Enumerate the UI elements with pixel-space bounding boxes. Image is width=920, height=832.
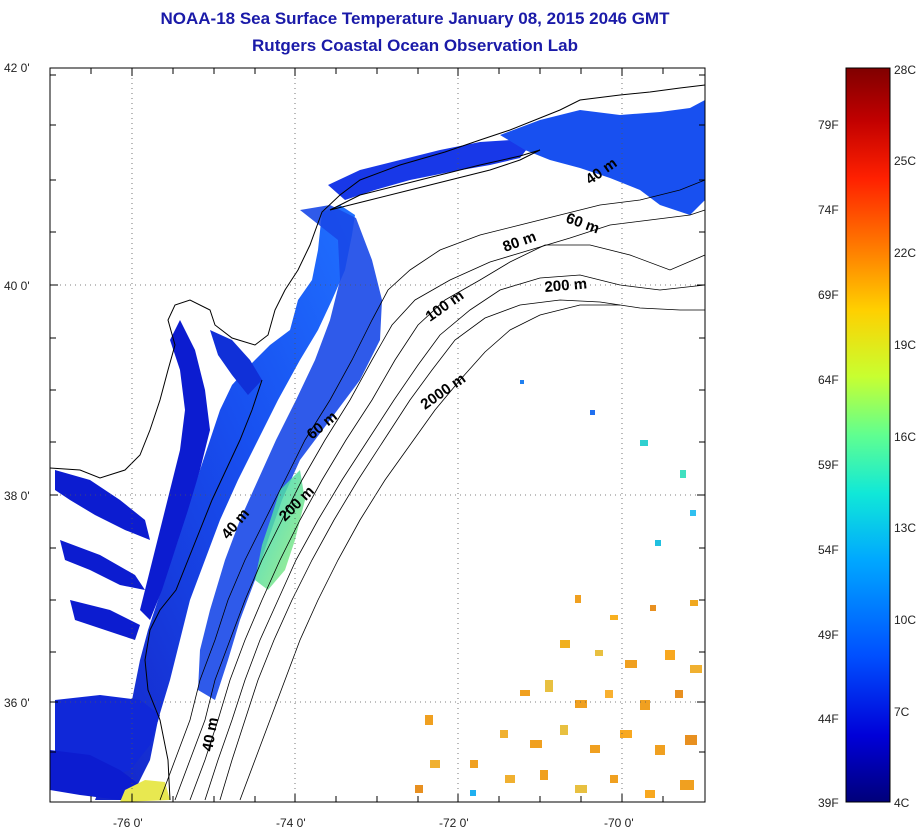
fahrenheit-label: 39F	[818, 796, 839, 810]
fahrenheit-label: 69F	[818, 288, 839, 302]
fahrenheit-label: 49F	[818, 628, 839, 642]
lon-label: -76 0'	[113, 816, 143, 830]
axis-ticks	[50, 68, 705, 802]
celsius-label: 16C	[894, 430, 916, 444]
fahrenheit-labels: 79F 74F 69F 64F 59F 54F 49F 44F 39F	[818, 118, 839, 810]
long-island-outline	[329, 149, 541, 211]
map-subtitle: Rutgers Coastal Ocean Observation Lab	[252, 36, 578, 55]
delaware-bay	[210, 330, 262, 395]
sst-map: 40 m 60 m 80 m 200 m 100 m 2000 m 60 m 2…	[4, 61, 706, 830]
virginia-rivers	[55, 470, 150, 640]
contour-2000m	[239, 304, 620, 801]
lat-label: 42 0'	[4, 61, 30, 75]
fahrenheit-label: 64F	[818, 373, 839, 387]
celsius-label: 28C	[894, 63, 916, 77]
celsius-label: 10C	[894, 613, 916, 627]
contour-label: 60 m	[564, 210, 602, 238]
cape-cod-water	[500, 100, 705, 215]
celsius-label: 19C	[894, 338, 916, 352]
contour-label: 2000 m	[418, 370, 469, 413]
lat-label: 40 0'	[4, 279, 30, 293]
fahrenheit-label: 79F	[818, 118, 839, 132]
celsius-label: 25C	[894, 154, 916, 168]
lat-label: 36 0'	[4, 696, 30, 710]
delmarva-coast	[144, 379, 263, 801]
contour-40m	[159, 179, 706, 801]
shelf-water-band	[198, 205, 382, 700]
fahrenheit-label: 59F	[818, 458, 839, 472]
long-island-sound-water	[328, 140, 530, 200]
cold-shelf-water	[95, 205, 355, 800]
graticule	[50, 68, 705, 802]
bathymetry-contours	[159, 179, 706, 801]
contour-label: 100 m	[423, 287, 468, 325]
celsius-label: 13C	[894, 521, 916, 535]
contour-100m	[204, 274, 706, 801]
fahrenheit-label: 54F	[818, 543, 839, 557]
coastline	[49, 84, 706, 479]
map-title: NOAA-18 Sea Surface Temperature January …	[160, 9, 670, 28]
lon-label: -74 0'	[276, 816, 306, 830]
celsius-label: 4C	[894, 796, 910, 810]
contour-80m	[189, 244, 706, 801]
lon-label: -70 0'	[604, 816, 634, 830]
lon-label: -72 0'	[439, 816, 469, 830]
contour-label: 80 m	[501, 228, 539, 256]
contour-60m	[174, 209, 706, 801]
colorbar-gradient	[845, 67, 891, 803]
fahrenheit-label: 74F	[818, 203, 839, 217]
gulf-stream-warm-patches	[415, 380, 702, 798]
contour-label: 200 m	[544, 275, 588, 296]
fahrenheit-label: 44F	[818, 712, 839, 726]
lat-label: 38 0'	[4, 489, 30, 503]
chesapeake-bay	[140, 320, 210, 620]
contour-label: 40 m	[199, 716, 222, 753]
celsius-label: 22C	[894, 246, 916, 260]
shelf-break-warm-water	[255, 470, 305, 590]
contour-labels: 40 m 60 m 80 m 200 m 100 m 2000 m 60 m 2…	[199, 155, 620, 753]
temperature-colorbar: 28C 25C 22C 19C 16C 13C 10C 7C 4C 79F 74…	[818, 63, 916, 810]
celsius-labels: 28C 25C 22C 19C 16C 13C 10C 7C 4C	[894, 63, 916, 810]
contour-200m	[219, 299, 705, 801]
celsius-label: 7C	[894, 705, 910, 719]
